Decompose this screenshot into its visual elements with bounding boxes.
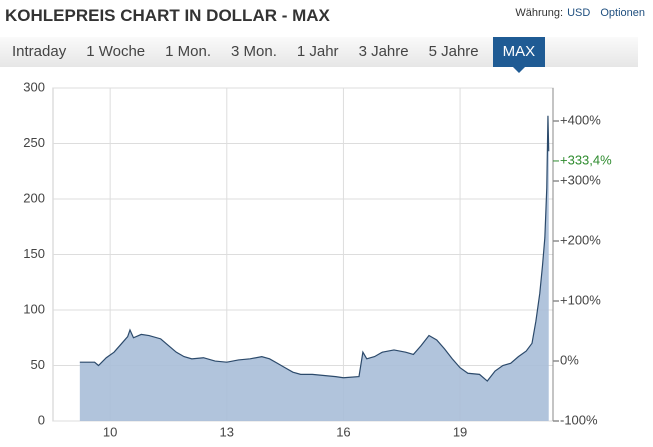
x-tick-label: 19 [453, 424, 467, 439]
y-tick-label: 100 [23, 301, 45, 316]
currency-label: Währung: [515, 7, 564, 19]
line [79, 115, 550, 382]
tab[interactable]: Intraday [12, 43, 67, 60]
tab[interactable]: MAX [492, 37, 546, 73]
tab[interactable]: 1 Mon. [165, 43, 211, 60]
y-tick-label: 50 [31, 357, 45, 372]
tab[interactable]: 3 Jahre [358, 43, 409, 60]
y-tick-label: 200 [23, 190, 45, 205]
y2-tick-label: 0% [560, 352, 579, 367]
options-link[interactable]: Optionen [600, 7, 645, 19]
tab[interactable]: 1 Jahr [296, 43, 339, 60]
y-tick-label: 0 [38, 412, 45, 427]
y2-tick-label: +300% [560, 172, 601, 187]
y2-tick-label: +400% [560, 112, 601, 127]
x-tick-label: 16 [336, 424, 350, 439]
y-tick-label: 250 [23, 135, 45, 150]
annotation-label: +333,4% [560, 152, 612, 167]
title: KOHLEPREIS CHART IN DOLLAR - MAX [5, 6, 330, 25]
y-tick-label: 150 [23, 246, 45, 261]
tab-bar: Intraday 1 Woche 1 Mon. 3 Mon. 1 Jahr 3 Jahre… [0, 37, 638, 73]
x-tick-label: 13 [220, 424, 234, 439]
tab[interactable]: 5 Jahre [428, 43, 479, 60]
tab[interactable]: 1 Woche [86, 43, 146, 60]
area [79, 115, 549, 421]
x-tick-label: 10 [103, 424, 117, 439]
y2-tick-label: -100% [560, 412, 598, 427]
currency[interactable]: USD [567, 7, 591, 19]
y-tick-label: 300 [23, 79, 45, 94]
options-bar: Währung: USD Optionen [511, 7, 645, 19]
y2-tick-label: +100% [560, 292, 601, 307]
y2-tick-label: +200% [560, 232, 601, 247]
tab[interactable]: 3 Mon. [231, 43, 277, 60]
